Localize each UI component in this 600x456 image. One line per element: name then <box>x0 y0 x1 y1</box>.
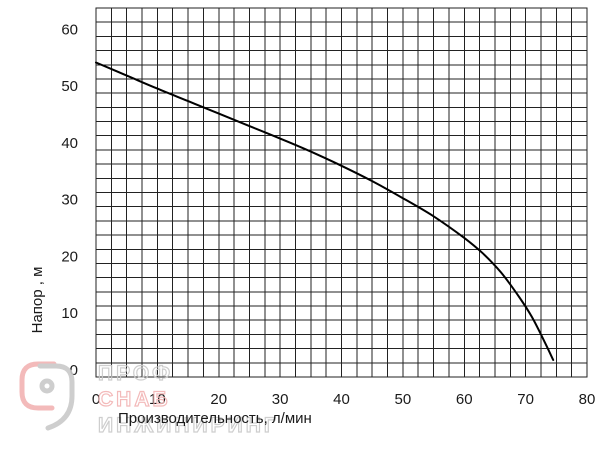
x-tick-label: 0 <box>92 391 100 408</box>
x-tick-label: 10 <box>149 391 166 408</box>
x-tick-label: 70 <box>517 391 534 408</box>
logo-dot <box>39 378 55 394</box>
watermark-logo-mark <box>19 361 75 431</box>
watermark-logo: ПРОФ СНАБ ИНЖИНИРИНГ <box>19 361 279 438</box>
y-tick-label: 0 <box>70 362 78 379</box>
x-tick-label: 60 <box>456 391 473 408</box>
y-tick-label: 20 <box>61 248 78 265</box>
x-tick-label: 30 <box>272 391 289 408</box>
watermark-text-snab: СНАБ <box>98 388 171 411</box>
series-group <box>95 61 555 361</box>
y-tick-label: 10 <box>61 305 78 322</box>
x-tick-label: 80 <box>579 391 596 408</box>
x-tick-label: 50 <box>395 391 412 408</box>
watermark-text-prof: ПРОФ <box>98 362 173 385</box>
pump-curve-line <box>95 61 555 361</box>
y-axis-title: Напор , м <box>29 267 46 334</box>
plot-frame <box>95 7 588 378</box>
grid <box>96 8 587 377</box>
logo-gray-arc <box>37 363 75 431</box>
x-tick-label: 40 <box>333 391 350 408</box>
y-tick-label: 30 <box>61 192 78 209</box>
y-axis-ticks: 0 10 20 30 40 50 60 <box>61 21 78 379</box>
watermark-text-engineering: ИНЖИНИРИНГ <box>98 414 279 437</box>
x-axis-title: Производительность, л/мин <box>118 410 312 427</box>
y-tick-label: 40 <box>61 135 78 152</box>
logo-red-arc <box>19 361 57 411</box>
x-axis-ticks: 0 10 20 30 40 50 60 70 80 <box>92 391 596 408</box>
y-tick-label: 50 <box>61 78 78 95</box>
x-tick-label: 20 <box>210 391 227 408</box>
y-tick-label: 60 <box>61 21 78 38</box>
